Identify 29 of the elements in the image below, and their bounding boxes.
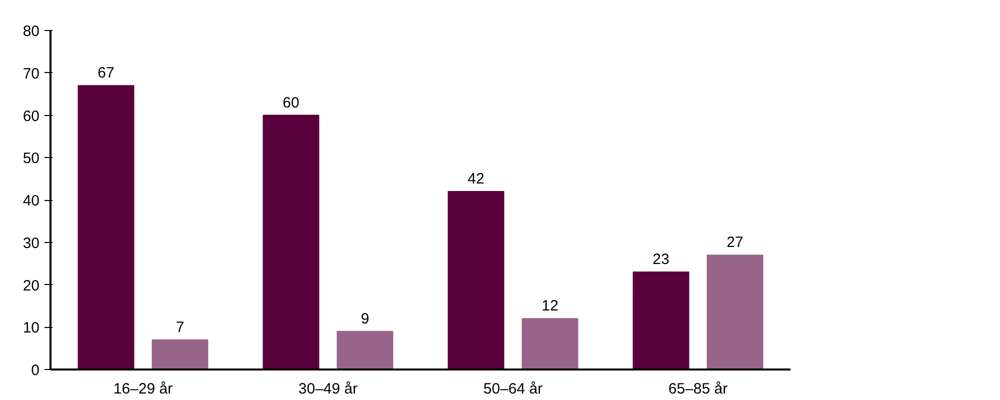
- data-label: 42: [468, 170, 484, 188]
- bar: [632, 272, 690, 370]
- bar: [448, 191, 504, 370]
- bar: [706, 254, 764, 370]
- data-label: 12: [542, 298, 558, 315]
- bar: [336, 330, 394, 370]
- data-label: 67: [98, 64, 114, 82]
- y-tick-label: 60: [22, 108, 40, 125]
- y-tick-label: 80: [22, 23, 40, 40]
- data-label: 27: [726, 234, 744, 252]
- y-tick-label: 20: [22, 277, 40, 294]
- x-tick-label: 50–64 år: [483, 380, 543, 398]
- bar: [152, 339, 208, 370]
- bar: [78, 85, 134, 370]
- y-tick-label: 50: [22, 150, 40, 168]
- bar: [522, 318, 578, 370]
- data-label: 7: [176, 318, 184, 336]
- y-tick-label: 40: [22, 192, 40, 210]
- data-label: 60: [282, 94, 300, 112]
- bar: [262, 114, 320, 370]
- y-tick-label: 0: [31, 362, 40, 379]
- data-label: 23: [652, 251, 670, 268]
- y-tick-label: 30: [22, 234, 40, 252]
- data-label: 9: [360, 310, 370, 328]
- y-tick-label: 70: [22, 65, 40, 82]
- y-tick-label: 10: [22, 320, 40, 337]
- x-tick-label: 30–49 år: [298, 380, 358, 398]
- x-tick-label: 16–29 år: [113, 380, 173, 398]
- x-tick-label: 65–85 år: [668, 380, 728, 398]
